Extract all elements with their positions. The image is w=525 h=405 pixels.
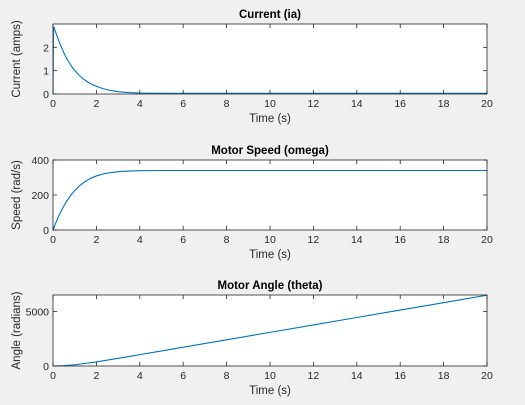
speed-xtick-label: 2 <box>93 234 99 246</box>
current-y-axis-label: Current (amps) <box>11 20 23 97</box>
speed-xtick-label: 16 <box>394 234 406 246</box>
speed-xtick-label: 6 <box>180 234 186 246</box>
angle-y-axis-label: Angle (radians) <box>11 291 23 369</box>
speed-y-axis-label: Speed (rad/s) <box>11 160 23 230</box>
current-xtick-label: 4 <box>137 98 143 110</box>
speed-series-line <box>53 169 487 230</box>
angle-xtick-label: 20 <box>481 370 493 382</box>
speed-chart-title: Motor Speed (omega) <box>211 145 329 157</box>
current-chart-title: Current (ia) <box>239 9 301 21</box>
speed-xtick-label: 12 <box>308 234 320 246</box>
speed-ytick-label: 0 <box>43 225 49 237</box>
current-ytick-label: 1 <box>43 66 49 78</box>
speed-xtick-label: 10 <box>264 234 276 246</box>
angle-chart-title: Motor Angle (theta) <box>218 280 323 292</box>
speed-ytick-label: 400 <box>31 155 49 167</box>
angle-xtick-label: 0 <box>50 370 56 382</box>
current-x-axis-label: Time (s) <box>249 113 291 125</box>
current-ytick-label: 0 <box>43 89 49 101</box>
angle-xtick-label: 10 <box>264 370 276 382</box>
speed-xtick-label: 20 <box>481 234 493 246</box>
current-xtick-label: 14 <box>351 98 363 110</box>
angle-chart: 0 2 4 6 8 10 12 14 16 18 20 0 5000 Motor Angle (theta… <box>11 280 493 397</box>
angle-xtick-label: 4 <box>137 370 143 382</box>
angle-x-axis-label: Time (s) <box>249 385 291 397</box>
speed-xtick-label: 14 <box>351 234 363 246</box>
angle-xtick-label: 16 <box>394 370 406 382</box>
angle-xtick-label: 14 <box>351 370 363 382</box>
current-xtick-label: 2 <box>93 98 99 110</box>
angle-ytick-label: 5000 <box>26 306 50 318</box>
current-xtick-label: 20 <box>481 98 493 110</box>
angle-xtick-label: 12 <box>308 370 320 382</box>
speed-xtick-label: 18 <box>438 234 450 246</box>
current-xtick-label: 18 <box>438 98 450 110</box>
current-xtick-label: 10 <box>264 98 276 110</box>
speed-x-axis-label: Time (s) <box>249 249 291 261</box>
angle-xtick-label: 8 <box>224 370 230 382</box>
angle-ytick-label: 0 <box>43 361 49 373</box>
angle-plot-area <box>53 295 487 366</box>
angle-xtick-label: 2 <box>93 370 99 382</box>
angle-series-line <box>53 295 487 366</box>
speed-xtick-label: 0 <box>50 234 56 246</box>
speed-ytick-label: 200 <box>31 190 49 202</box>
angle-xtick-label: 18 <box>438 370 450 382</box>
current-xtick-label: 0 <box>50 98 56 110</box>
current-xtick-label: 12 <box>308 98 320 110</box>
current-ytick-label: 2 <box>43 42 49 54</box>
current-xtick-label: 8 <box>224 98 230 110</box>
angle-xtick-label: 6 <box>180 370 186 382</box>
speed-xtick-label: 4 <box>137 234 143 246</box>
current-series-line <box>53 26 487 94</box>
current-xtick-label: 6 <box>180 98 186 110</box>
speed-xtick-label: 8 <box>224 234 230 246</box>
current-plot-area <box>53 24 487 94</box>
current-xtick-label: 16 <box>394 98 406 110</box>
